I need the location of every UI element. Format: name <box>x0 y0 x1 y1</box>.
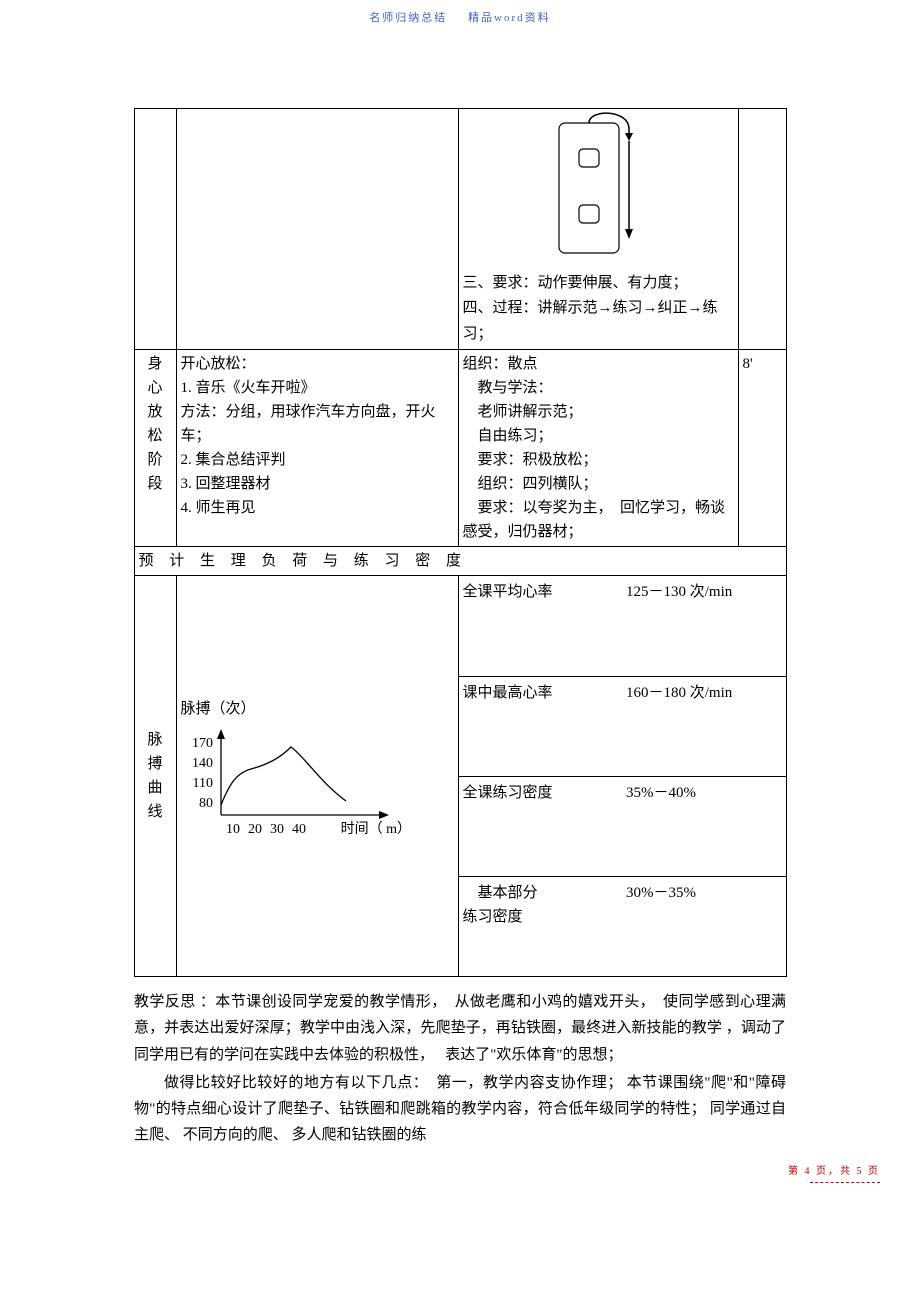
metric-label-3: 基本部分 练习密度 <box>459 876 623 976</box>
metric-value-2: 35%－40% <box>622 776 786 876</box>
footer-text: 第 4 页，共 5 页 <box>788 1166 880 1177</box>
relax-org-0: 组织：散点 <box>463 352 734 376</box>
metric-value-3: 30%－35% <box>622 876 786 976</box>
page-header: 名师归纳总结 精品word资料 <box>0 10 920 28</box>
metric-label-1: 课中最高心率 <box>459 676 623 776</box>
row-prev: 三、要求：动作要伸展、有力度； 四、过程：讲解示范→练习→纠正→练习； <box>134 108 786 350</box>
direction-diagram <box>463 111 734 261</box>
lesson-table: 三、要求：动作要伸展、有力度； 四、过程：讲解示范→练习→纠正→练习； 身 心 … <box>134 108 787 978</box>
xtick-1: 20 <box>248 822 262 837</box>
pulse-chart-svg: 170 140 110 80 10 20 30 40 时间（ m） <box>181 725 441 855</box>
pulse-chart-cell: 脉搏（次） 170 140 110 80 10 20 30 40 时间（ m） <box>176 576 458 977</box>
metric-row-0: 全课平均心率 125－130 次/min <box>459 576 786 676</box>
relax-org-cell: 组织：散点 教与学法： 老师讲解示范； 自由练习； 要求：积极放松； 组织：四列… <box>458 350 738 547</box>
relax-content-0: 开心放松： <box>181 352 454 376</box>
metric-row-2: 全课练习密度 35%－40% <box>459 776 786 876</box>
section-title-cell: 预 计 生 理 负 荷 与 练 习 密 度 <box>134 547 786 576</box>
ytick-3: 80 <box>199 796 213 811</box>
prev-content-cell <box>176 108 458 350</box>
metric-value-0: 125－130 次/min <box>622 576 786 676</box>
relax-content-3: 2. 集合总结评判 <box>181 448 454 472</box>
relax-org-4: 要求：积极放松； <box>463 448 734 472</box>
metric-label-2: 全课练习密度 <box>459 776 623 876</box>
relax-org-2: 老师讲解示范； <box>463 400 734 424</box>
pulse-label-cell: 脉 搏 曲 线 <box>134 576 176 977</box>
ytick-0: 170 <box>192 736 213 751</box>
xtick-3: 40 <box>292 822 306 837</box>
header-left: 名师归纳总结 <box>369 12 447 24</box>
row-section-title: 预 计 生 理 负 荷 与 练 习 密 度 <box>134 547 786 576</box>
row-relax: 身 心 放 松 阶 段 开心放松： 1. 音乐《火车开啦》 方法：分组，用球作汽… <box>134 350 786 547</box>
relax-org-6: 要求：以夸奖为主， 回忆学习，畅谈感受，归仍器材； <box>463 496 734 544</box>
prev-req-text: 三、要求：动作要伸展、有力度； 四、过程：讲解示范→练习→纠正→练习； <box>463 271 734 348</box>
relax-content-2: 方法：分组，用球作汽车方向盘，开火车； <box>181 400 454 448</box>
relax-org-1: 教与学法： <box>463 376 734 400</box>
x-axis-label: 时间（ m） <box>340 821 410 837</box>
relax-time-cell: 8' <box>738 350 786 547</box>
xtick-2: 30 <box>270 822 284 837</box>
ytick-1: 140 <box>192 756 213 771</box>
reflection-block: 教学反思 ：本节课创设同学宠爱的教学情形， 从做老鹰和小鸡的嬉戏开头， 使同学感… <box>134 989 786 1149</box>
prev-org-cell: 三、要求：动作要伸展、有力度； 四、过程：讲解示范→练习→纠正→练习； <box>458 108 738 350</box>
relax-org-5: 组织：四列横队； <box>463 472 734 496</box>
metrics-cell: 全课平均心率 125－130 次/min 课中最高心率 160－180 次/mi… <box>458 576 786 977</box>
page-footer: 第 4 页，共 5 页 <box>788 1164 880 1183</box>
footer-line <box>810 1182 880 1183</box>
reflection-p2: 做得比较好比较好的地方有以下几点： 第一，教学内容支协作理； 本节课围绕"爬"和… <box>134 1070 786 1149</box>
relax-content-5: 4. 师生再见 <box>181 496 454 520</box>
relax-content-4: 3. 回整理器材 <box>181 472 454 496</box>
reflection-p1: 教学反思 ：本节课创设同学宠爱的教学情形， 从做老鹰和小鸡的嬉戏开头， 使同学感… <box>134 989 786 1068</box>
xtick-0: 10 <box>226 822 240 837</box>
prev-stage-cell <box>134 108 176 350</box>
row-pulse-metrics: 脉 搏 曲 线 脉搏（次） 170 140 110 80 10 <box>134 576 786 977</box>
relax-org-3: 自由练习； <box>463 424 734 448</box>
header-right: 精品word资料 <box>468 12 551 24</box>
diagram-svg <box>539 111 649 261</box>
metric-value-1: 160－180 次/min <box>622 676 786 776</box>
metric-row-3: 基本部分 练习密度 30%－35% <box>459 876 786 976</box>
req-line-1: 三、要求：动作要伸展、有力度； <box>463 271 734 297</box>
req-line-2: 四、过程：讲解示范→练习→纠正→练习； <box>463 296 734 347</box>
metrics-table: 全课平均心率 125－130 次/min 课中最高心率 160－180 次/mi… <box>459 576 786 976</box>
pulse-y-label: 脉搏（次） <box>181 697 454 721</box>
prev-time-cell <box>738 108 786 350</box>
relax-stage-cell: 身 心 放 松 阶 段 <box>134 350 176 547</box>
metric-row-1: 课中最高心率 160－180 次/min <box>459 676 786 776</box>
relax-content-cell: 开心放松： 1. 音乐《火车开啦》 方法：分组，用球作汽车方向盘，开火车； 2.… <box>176 350 458 547</box>
relax-content-1: 1. 音乐《火车开啦》 <box>181 376 454 400</box>
metric-label-0: 全课平均心率 <box>459 576 623 676</box>
ytick-2: 110 <box>192 776 212 791</box>
